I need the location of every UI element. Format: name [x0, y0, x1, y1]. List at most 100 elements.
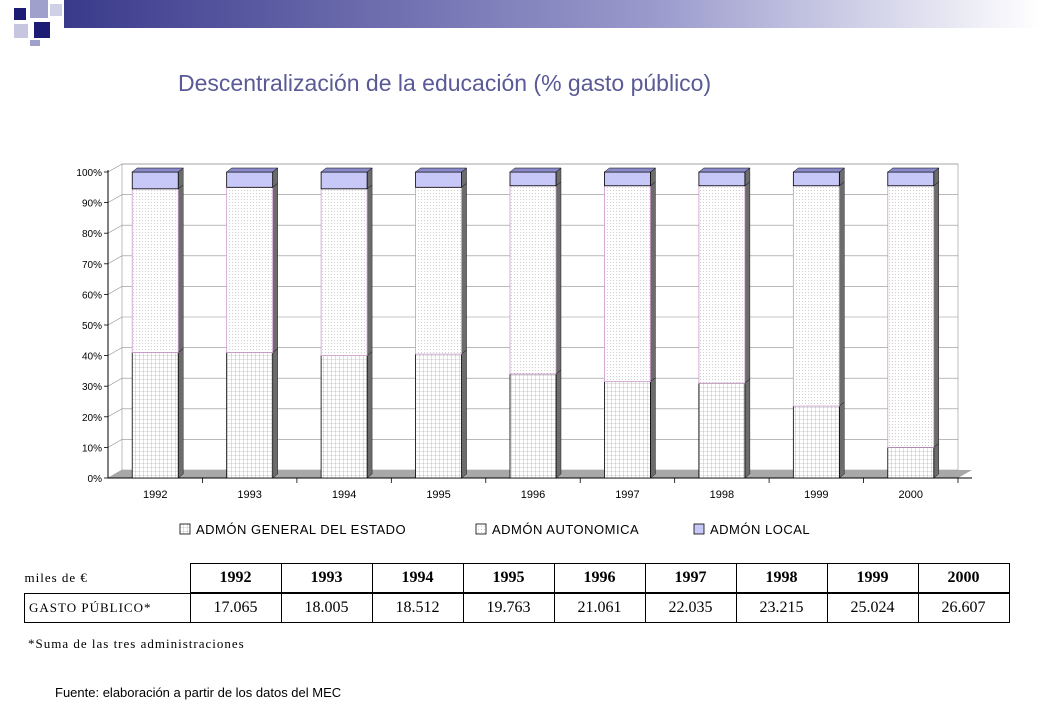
y-tick-label: 20% — [82, 413, 102, 424]
bar-side — [461, 349, 467, 479]
bar-side — [839, 401, 845, 479]
y-tick-label: 0% — [88, 474, 103, 485]
bar-segment — [698, 185, 746, 384]
logo-square — [50, 4, 62, 16]
bar-segment — [509, 185, 557, 375]
bar-side — [366, 184, 373, 357]
table-year: 1996 — [553, 563, 646, 594]
gridline — [107, 194, 123, 203]
bar-segment — [509, 171, 557, 187]
bar-segment — [226, 352, 274, 479]
gridline — [107, 163, 123, 173]
bar-segment — [792, 405, 840, 479]
bar-segment — [131, 171, 179, 190]
bar-segment — [415, 353, 462, 479]
legend-swatch — [475, 523, 487, 535]
logo-square — [30, 40, 40, 46]
spending-table: miles de € 1992 1993 1994 1995 1996 1997… — [24, 563, 1010, 623]
bar-side — [933, 442, 939, 479]
bar-segment — [792, 171, 840, 187]
table-footnote: *Suma de las tres administraciones — [28, 636, 245, 651]
unit-label: miles de € — [24, 570, 88, 585]
bar-segment — [226, 186, 274, 353]
legend-label: ADMÓN GENERAL DEL ESTADO — [196, 522, 406, 537]
gridline — [107, 224, 123, 234]
bar-top — [698, 167, 751, 173]
legend-label: ADMÓN LOCAL — [710, 522, 810, 537]
gridline — [107, 439, 123, 448]
bar-segment — [604, 381, 651, 479]
x-tick-label: 1993 — [237, 489, 261, 501]
y-tick-label: 70% — [82, 260, 102, 271]
table-year: 2000 — [917, 563, 1010, 594]
bar-segment — [887, 171, 935, 187]
table-value: 21.061 — [553, 592, 646, 623]
y-tick-label: 60% — [82, 290, 102, 301]
source-note: Fuente: elaboración a partir de los dato… — [55, 685, 342, 700]
bar-top — [603, 167, 657, 173]
table-year: 1995 — [462, 563, 555, 594]
gridline — [107, 408, 123, 418]
table-value: 19.763 — [462, 592, 555, 623]
table-value: 18.005 — [280, 592, 373, 623]
bar-segment — [604, 171, 651, 187]
y-tick-label: 10% — [82, 443, 102, 454]
bar-side — [461, 182, 467, 355]
y-tick-label: 50% — [82, 321, 102, 332]
y-tick-label: 40% — [82, 352, 102, 363]
bar-top — [509, 167, 562, 173]
bar-side — [178, 348, 184, 479]
table-year: 1992 — [189, 563, 282, 594]
row-label: GASTO PÚBLICO* — [24, 592, 191, 623]
x-tick-label: 1999 — [804, 489, 828, 501]
gridline — [107, 255, 123, 265]
bar-side — [178, 184, 184, 353]
x-tick-label: 1996 — [521, 489, 545, 501]
chart-legend: ADMÓN GENERAL DEL ESTADO ADMÓN AUTONOMICA… — [179, 522, 810, 537]
bar-top — [131, 167, 184, 173]
gridline — [107, 286, 123, 295]
bar-top — [225, 167, 279, 173]
bar-segment — [415, 171, 462, 188]
y-tick-label: 90% — [82, 199, 102, 210]
x-tick-label: 2000 — [899, 489, 923, 501]
slide-title: Descentralización de la educación (% gas… — [178, 70, 712, 96]
table-year: 1994 — [371, 563, 464, 594]
x-tick-label: 1997 — [615, 489, 639, 501]
bar-segment — [131, 352, 179, 479]
table-year: 1997 — [644, 563, 737, 594]
bar-top — [887, 167, 940, 173]
bar-segment — [604, 185, 651, 383]
x-tick-label: 1992 — [143, 489, 167, 501]
header-decoration — [14, 0, 1040, 46]
table-year: 1998 — [735, 563, 828, 594]
bar-side — [272, 348, 278, 479]
x-tick-label: 1998 — [710, 489, 734, 501]
bar-segment — [698, 171, 746, 187]
table-year: 1993 — [280, 563, 373, 594]
gridline — [107, 316, 123, 326]
bar-side — [650, 377, 656, 479]
y-tick-label: 30% — [82, 382, 102, 393]
logo-square — [30, 0, 48, 18]
bar-top — [414, 167, 468, 173]
bar-segment — [320, 188, 368, 357]
stacked-bar-chart: 0% 10% 20% 30% 40% 50% 60% 70% 80% 90% 100% 1992 199… — [76, 163, 972, 537]
x-tick-label: 1994 — [332, 489, 356, 501]
y-tick-label: 80% — [82, 229, 102, 240]
bar-side — [839, 181, 845, 407]
table-value: 26.607 — [917, 592, 1010, 623]
legend-swatch — [693, 523, 705, 535]
bar-segment — [320, 171, 368, 190]
bar-side — [555, 369, 562, 479]
logo-square — [14, 24, 28, 38]
bar-segment — [415, 186, 462, 355]
bar-top — [320, 167, 373, 173]
bar-segment — [226, 171, 274, 188]
bar-segment — [320, 355, 368, 479]
y-tick-label: 100% — [76, 168, 102, 179]
bar-side — [650, 181, 656, 383]
bar-segment — [887, 185, 935, 448]
logo-square — [34, 22, 50, 38]
gridline — [107, 377, 123, 387]
